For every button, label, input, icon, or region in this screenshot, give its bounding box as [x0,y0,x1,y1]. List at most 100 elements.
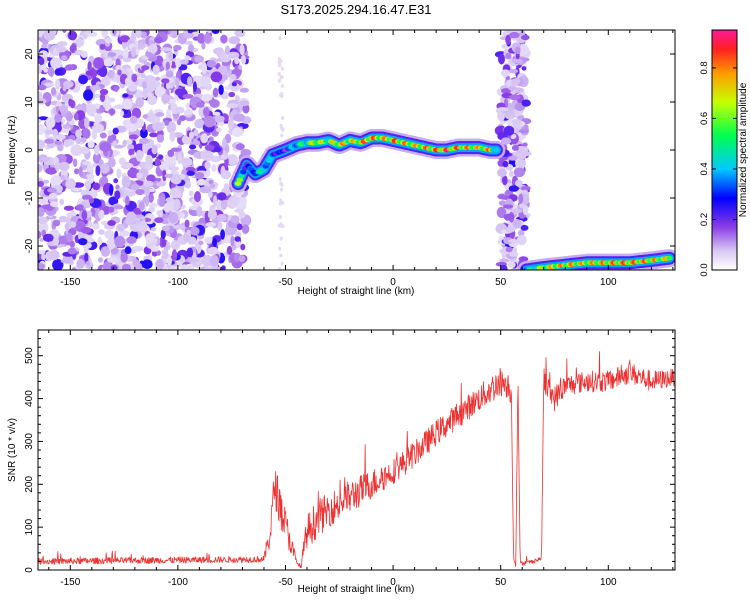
noise-cell [122,93,129,98]
noise-cell [168,166,180,172]
snr-ylabel: SNR (10 * v/v) [7,418,18,482]
noise-cell [38,249,46,255]
noise-cell [220,229,226,240]
noise-cell [78,238,88,246]
noise-cell [225,226,238,236]
noise-cell [179,115,186,122]
noise-cell [201,41,206,50]
noise-cell [99,132,107,139]
noise-cell [226,103,239,109]
noise-cell [156,181,166,187]
noise-cell [48,249,60,261]
noise-cell [119,35,130,43]
noise-cell [107,220,116,226]
spectrogram-xtick-label: 100 [600,277,617,288]
noise-cell [100,246,111,257]
noise-cell [53,236,59,246]
signal-cell [234,181,242,187]
noise-cell [278,36,282,41]
noise-cell [242,103,250,114]
noise-cell [38,139,46,150]
noise-cell [100,76,111,87]
noise-cell [505,52,512,60]
noise-cell [140,73,146,79]
noise-cell [57,143,63,151]
noise-cell [124,77,133,87]
noise-cell [85,180,92,191]
noise-cell [38,196,51,205]
noise-cell [128,148,135,156]
noise-cell [107,134,114,144]
noise-cell [84,117,90,129]
noise-cell [238,255,246,263]
noise-cell [505,226,515,233]
noise-cell [166,108,171,117]
noise-cell [116,168,122,179]
noise-cell [503,213,515,221]
noise-cell [38,221,49,234]
noise-cell [165,70,174,78]
noise-cell [174,106,185,114]
noise-cell [194,172,205,180]
noise-cell [203,115,216,128]
noise-cell [180,212,185,219]
noise-cell [38,57,45,66]
noise-cell [154,76,161,81]
noise-cell [38,262,46,270]
noise-cell [98,209,105,220]
noise-cell [88,164,94,172]
noise-cell [163,119,170,126]
spectrogram-xtick-label: -50 [278,277,293,288]
noise-cell [65,138,75,147]
noise-cell [509,251,519,257]
noise-cell [205,222,217,227]
noise-cell [170,147,182,152]
noise-cell [136,43,146,50]
noise-cell [194,191,201,203]
noise-cell [507,261,516,269]
noise-cell [278,201,282,206]
noise-cell [501,88,512,94]
noise-cell [238,211,246,219]
noise-cell [124,246,132,255]
noise-cell [505,34,511,45]
noise-cell [56,41,68,47]
noise-cell [92,223,100,230]
noise-cell [224,86,231,91]
noise-cell [51,87,57,96]
noise-cell [521,66,527,71]
noise-cell [98,229,105,235]
spectrogram-xtick-label: 50 [495,277,507,288]
noise-cell [64,222,70,231]
noise-cell [500,137,512,145]
noise-cell [141,65,150,71]
noise-cell [165,82,171,90]
noise-cell [135,97,144,108]
noise-cell [143,180,154,187]
spectrogram-ytick-label: 0 [24,147,35,153]
colorbar-tick-label: 0.2 [699,213,710,226]
noise-cell [187,76,193,87]
noise-cell [54,134,66,141]
noise-cell [169,187,181,199]
noise-cell [277,72,281,76]
noise-cell [138,201,145,211]
noise-cell [280,182,284,187]
noise-cell [185,102,192,110]
noise-cell [238,64,243,70]
noise-cell [193,129,199,137]
noise-cell [43,30,56,41]
noise-cell [188,258,199,263]
noise-cell [186,247,194,258]
noise-cell [175,77,180,88]
noise-cell [236,223,243,231]
noise-cell [112,205,124,210]
noise-cell [234,30,246,38]
noise-cell [81,160,91,166]
noise-cell [201,93,213,102]
spectrogram-xtick-label: -100 [168,277,188,288]
noise-cell [148,206,155,213]
noise-cell [165,197,175,203]
noise-cell [502,160,509,168]
